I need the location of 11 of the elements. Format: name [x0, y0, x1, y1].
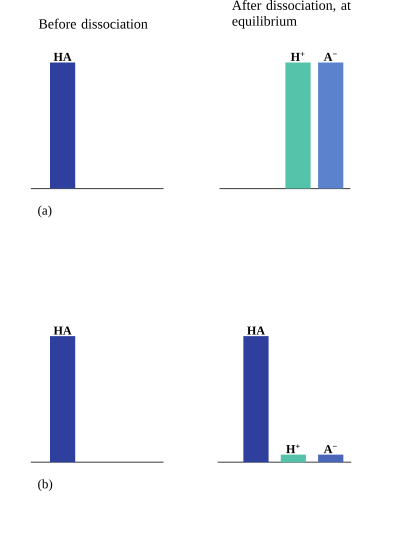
x-tick-label: HA	[54, 52, 72, 61]
text: (a)	[38, 206, 52, 218]
chart-title: Before dissociation	[38, 18, 148, 29]
x-tick-label: H$^{+}$	[286, 444, 300, 454]
x-tick-label: A$^{−}$	[324, 445, 337, 454]
chart-title: After dissociation, at equilibrium	[232, 0, 351, 29]
x-tick-label: HA	[247, 326, 265, 335]
x-tick-label: A$^{−}$	[324, 52, 337, 61]
x-tick-label: HA	[54, 326, 72, 335]
text: (b)	[38, 479, 52, 492]
x-tick-label: H$^{+}$	[290, 52, 304, 61]
